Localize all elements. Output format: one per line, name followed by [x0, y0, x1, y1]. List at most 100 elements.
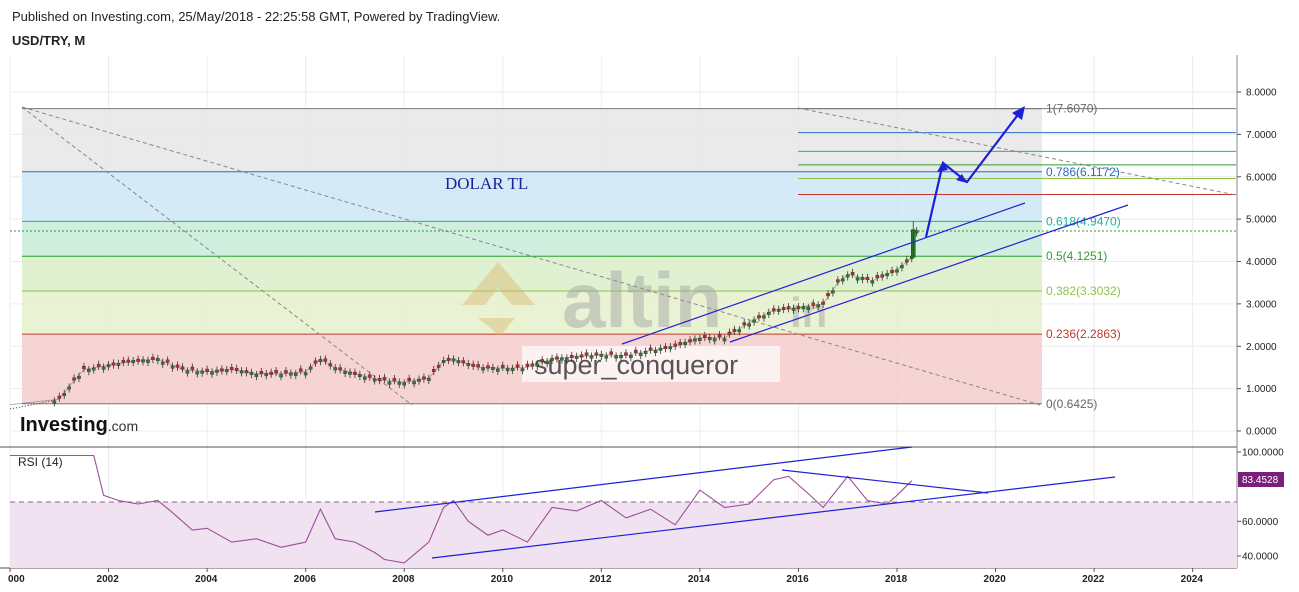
candle	[318, 359, 323, 363]
candle	[589, 355, 594, 359]
candle	[870, 280, 875, 284]
x-tick-label: 2010	[491, 574, 514, 585]
candle	[362, 376, 367, 380]
candle	[165, 359, 170, 363]
candle	[397, 381, 402, 385]
brand-investing: Investing.com	[20, 414, 138, 436]
candle	[762, 315, 766, 319]
x-tick-label: 2018	[885, 574, 908, 585]
candle	[353, 371, 357, 375]
channel-lower	[729, 204, 1129, 343]
y-tick-label: 8.0000	[1246, 88, 1277, 99]
fib-label: 0.786(6.1172)	[1046, 165, 1120, 179]
candle	[742, 322, 747, 326]
arrow-head-down	[956, 174, 967, 183]
x-tick-label: 2006	[294, 574, 317, 585]
fib-diagonal-b	[21, 106, 1041, 406]
candle	[496, 368, 500, 372]
candle	[880, 274, 885, 278]
candle	[840, 278, 845, 282]
fib-label: 0.236(2.2863)	[1046, 327, 1121, 341]
price-axis-ticks: 0.0000 1.0000 2.0000 3.0000 4.0000 5.0000 6.00…	[1237, 88, 1277, 438]
projection-path	[924, 107, 1024, 238]
candle	[160, 361, 165, 365]
candle	[525, 363, 530, 367]
candle	[831, 290, 835, 294]
published-info: Published on Investing.com, 25/May/2018 …	[12, 9, 501, 24]
y-tick-label: 0.0000	[1246, 427, 1277, 438]
rsi-tick-label: 40.0000	[1242, 552, 1279, 563]
candle	[402, 382, 407, 386]
y-tick-label: 4.0000	[1246, 257, 1277, 268]
rsi-axis-ticks: 40.0000 60.0000 100.0000	[1237, 448, 1284, 563]
candle	[653, 349, 658, 353]
candle	[560, 357, 564, 361]
candle	[116, 362, 121, 366]
candle	[170, 365, 175, 369]
y-tick-label: 1.0000	[1246, 384, 1277, 395]
candle	[367, 374, 372, 378]
candle	[914, 230, 919, 234]
candle	[259, 371, 264, 374]
candle	[358, 373, 362, 377]
candle	[510, 367, 515, 371]
candle	[594, 352, 599, 356]
candle	[91, 367, 96, 371]
candle	[96, 363, 101, 367]
candle	[737, 329, 742, 333]
fib-zone	[22, 291, 1042, 335]
fib-label: 0.382(3.3032)	[1046, 284, 1121, 298]
candle	[688, 339, 692, 343]
candle	[757, 315, 761, 319]
candle	[446, 357, 451, 361]
candle	[781, 307, 786, 311]
candle	[801, 306, 806, 310]
time-axis-ticks: 000 2002 2004 2006 2008 2010 2012 2014 2016 2018 2…	[8, 568, 1203, 585]
candle	[441, 360, 446, 363]
watermark-altin: altin	[562, 256, 722, 344]
candle	[382, 376, 387, 380]
candle	[860, 277, 865, 281]
candle	[629, 355, 633, 359]
candle	[481, 367, 485, 371]
candle	[520, 368, 525, 372]
x-tick-label: 2008	[392, 574, 415, 585]
candle	[284, 370, 288, 374]
candle	[673, 343, 678, 347]
candle	[609, 351, 613, 355]
candle	[298, 368, 303, 372]
candle	[796, 306, 801, 310]
y-tick-label: 6.0000	[1246, 172, 1277, 183]
candle	[279, 374, 283, 378]
candle	[348, 371, 352, 375]
rsi-trend-lower	[431, 476, 1116, 559]
candle	[294, 372, 298, 376]
fib-zone	[22, 221, 1042, 257]
candle	[776, 308, 781, 312]
candle	[895, 269, 899, 273]
candle	[865, 276, 870, 280]
candle	[579, 354, 584, 358]
candle	[215, 369, 219, 373]
candle	[392, 378, 397, 382]
candle	[890, 269, 894, 273]
candle	[87, 369, 91, 373]
y-tick-label: 5.0000	[1246, 215, 1277, 226]
candle	[555, 356, 559, 360]
candle	[205, 368, 209, 372]
candle	[515, 364, 520, 368]
y-tick-label: 3.0000	[1246, 299, 1277, 310]
candle	[407, 377, 411, 381]
dolar-tl-label: DOLAR TL	[445, 174, 528, 193]
arrow-head-target	[1012, 106, 1025, 120]
candle	[451, 358, 456, 362]
candle	[151, 356, 155, 360]
candle	[461, 360, 466, 364]
candle	[767, 311, 771, 315]
candle	[885, 273, 889, 277]
candle	[821, 301, 825, 305]
candle	[225, 369, 229, 373]
candle	[565, 357, 569, 361]
candle	[624, 352, 628, 356]
